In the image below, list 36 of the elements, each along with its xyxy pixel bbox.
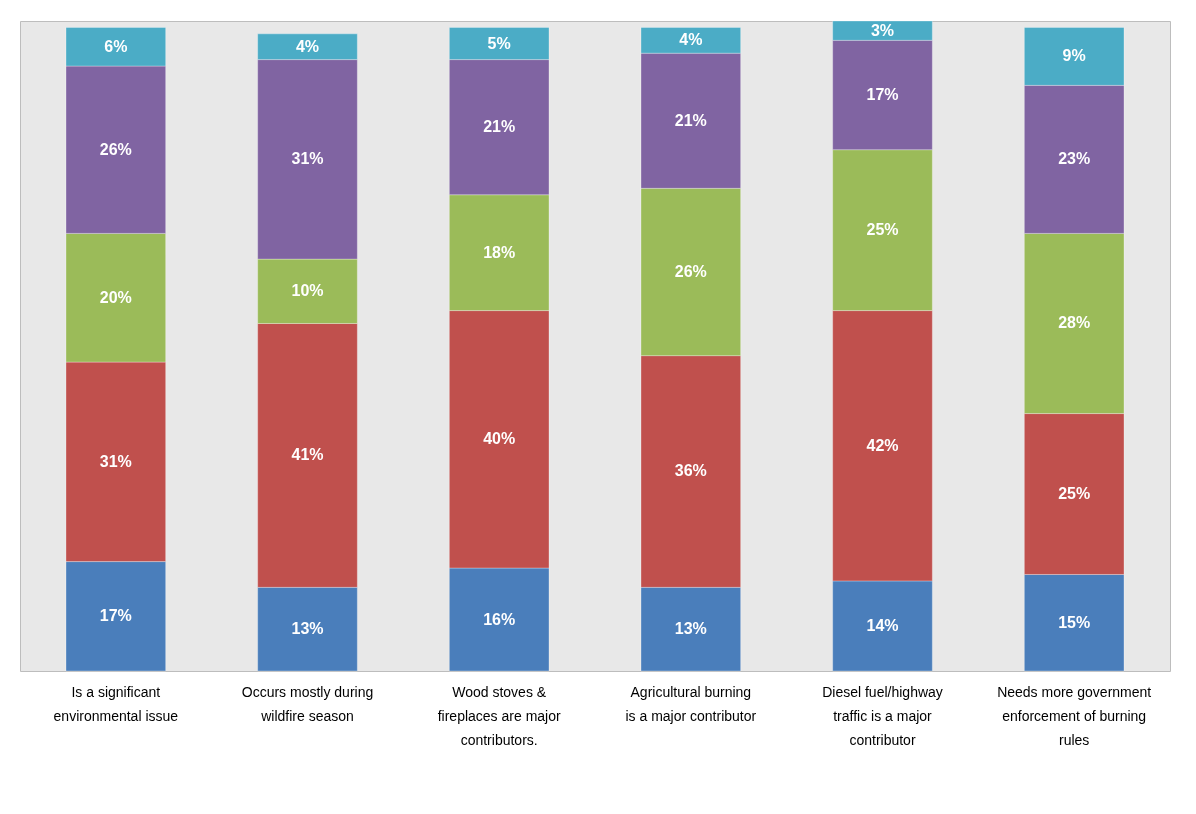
data-label: 18% [483,243,516,261]
data-label: 17% [866,86,899,104]
data-label: 14% [866,616,899,634]
data-label: 13% [674,620,707,638]
data-label: 25% [866,221,899,239]
data-label: 9% [1062,47,1086,65]
data-label: 13% [291,620,324,638]
data-label: 17% [99,607,132,625]
data-label: 31% [291,150,324,168]
data-label: 15% [1058,613,1091,631]
x-tick-label: Occurs mostly during wildfire season [241,683,374,724]
x-tick-label: Needs more government enforcement of burning rules [997,683,1152,748]
data-label: 4% [295,37,320,55]
x-tick-label: Is a significant environmental issue [53,683,179,724]
data-label: 21% [483,118,516,136]
data-label: 36% [674,462,707,480]
x-tick-label: Agricultural burning is a major contributor [625,683,757,724]
data-label: 21% [674,111,707,129]
x-tick-label: Wood stoves & fireplaces are major contributors. [437,683,561,748]
data-label: 26% [99,140,132,158]
x-tick-label: Diesel fuel/highway traffic is a major contributor [822,683,943,748]
data-label: 20% [99,288,132,306]
data-label: 42% [866,436,899,454]
data-label: 4% [679,31,703,49]
data-label: 16% [483,610,516,628]
data-label: 26% [674,262,707,280]
data-label: 31% [99,452,132,470]
data-label: 40% [483,430,516,448]
data-label: 25% [1058,485,1091,503]
data-label: 28% [1058,314,1091,332]
data-label: 41% [291,446,324,464]
data-label: 6% [104,37,128,55]
data-label: 3% [870,21,895,39]
data-label: 10% [291,282,324,300]
data-label: 5% [487,34,511,52]
data-label: 23% [1058,150,1091,168]
